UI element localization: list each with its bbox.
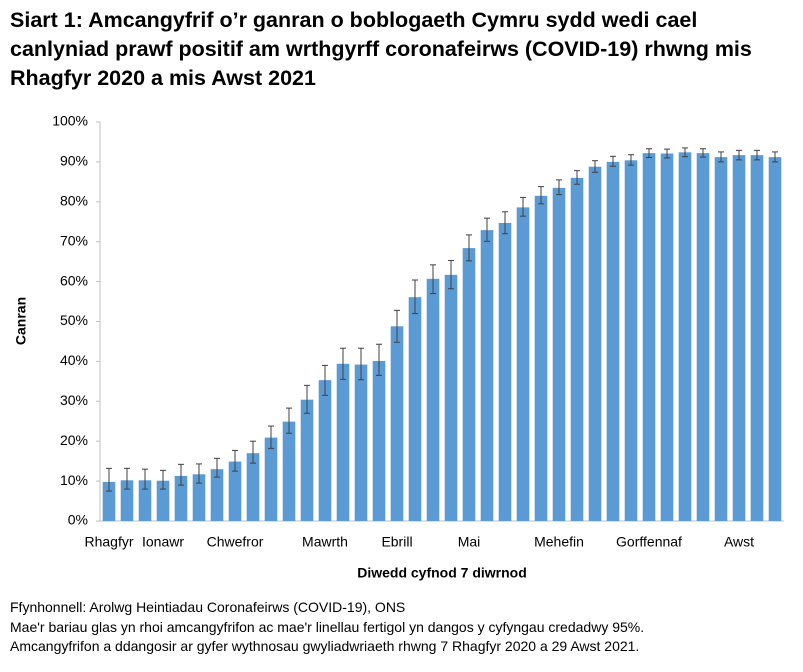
- bar: [642, 153, 656, 521]
- x-tick-label: Mehefin: [534, 534, 584, 550]
- bar: [120, 480, 134, 521]
- bar: [624, 160, 638, 521]
- y-tick-label: 20%: [60, 432, 88, 448]
- y-tick-label: 0%: [68, 512, 88, 528]
- x-tick-label: Rhagfyr: [84, 534, 133, 550]
- bar: [246, 453, 260, 521]
- bar: [408, 297, 422, 521]
- note: Mae'r bariau glas yn rhoi amcangyfrifon …: [10, 618, 645, 635]
- y-tick-label: 40%: [60, 352, 88, 368]
- bar: [354, 364, 368, 521]
- bar: [282, 421, 296, 521]
- bar: [444, 274, 458, 521]
- y-tick-label: 80%: [60, 193, 88, 209]
- bar: [318, 380, 332, 521]
- x-tick-label: Ebrill: [381, 534, 412, 550]
- notes: Ffynhonnell: Arolwg Heintiadau Coronafei…: [10, 598, 644, 657]
- bar: [192, 474, 206, 521]
- bar: [750, 155, 764, 521]
- x-tick-label: Gorffennaf: [616, 534, 682, 550]
- y-tick-label: 70%: [60, 232, 88, 248]
- bar: [462, 248, 476, 522]
- bar: [102, 481, 116, 521]
- x-tick-label: Awst: [724, 534, 754, 550]
- bar: [174, 475, 188, 521]
- note: Ffynhonnell: Arolwg Heintiadau Coronafei…: [10, 599, 406, 615]
- bar: [696, 153, 710, 521]
- y-axis-label: Canran: [13, 297, 29, 345]
- bar: [768, 157, 782, 521]
- x-tick-label: Ionawr: [142, 534, 184, 550]
- bar: [678, 152, 692, 521]
- y-tick-label: 60%: [60, 272, 88, 288]
- chart-title: Siart 1: Amcangyfrif o’r ganran o boblog…: [10, 8, 752, 90]
- bar: [552, 187, 566, 521]
- bar: [210, 469, 224, 521]
- x-axis-label: Diwedd cyfnod 7 diwrnod: [357, 565, 527, 581]
- bar: [300, 399, 314, 521]
- y-tick-label: 50%: [60, 312, 88, 328]
- bar: [534, 195, 548, 521]
- bar: [480, 230, 494, 521]
- bar: [498, 222, 512, 521]
- bar: [228, 461, 242, 521]
- bar: [588, 166, 602, 522]
- note: Amcangyfrifon a ddangosir ar gyfer wythn…: [10, 638, 640, 654]
- bar: [426, 278, 440, 521]
- bar: [660, 153, 674, 521]
- bar: [264, 437, 278, 521]
- bar: [372, 361, 386, 521]
- bar: [138, 480, 152, 521]
- bar: [570, 177, 584, 522]
- bar: [156, 480, 170, 521]
- bar: [336, 363, 350, 521]
- y-tick-label: 90%: [60, 153, 88, 169]
- y-tick-label: 30%: [60, 392, 88, 408]
- bar: [732, 155, 746, 521]
- x-tick-label: Mai: [458, 534, 481, 550]
- x-tick-label: Chwefror: [207, 534, 264, 550]
- y-tick-label: 10%: [60, 472, 88, 488]
- bar: [390, 326, 404, 521]
- y-tick-label: 100%: [52, 113, 88, 129]
- x-tick-label: Mawrth: [302, 534, 348, 550]
- bar: [714, 157, 728, 521]
- bar: [606, 161, 620, 521]
- bar: [516, 207, 530, 522]
